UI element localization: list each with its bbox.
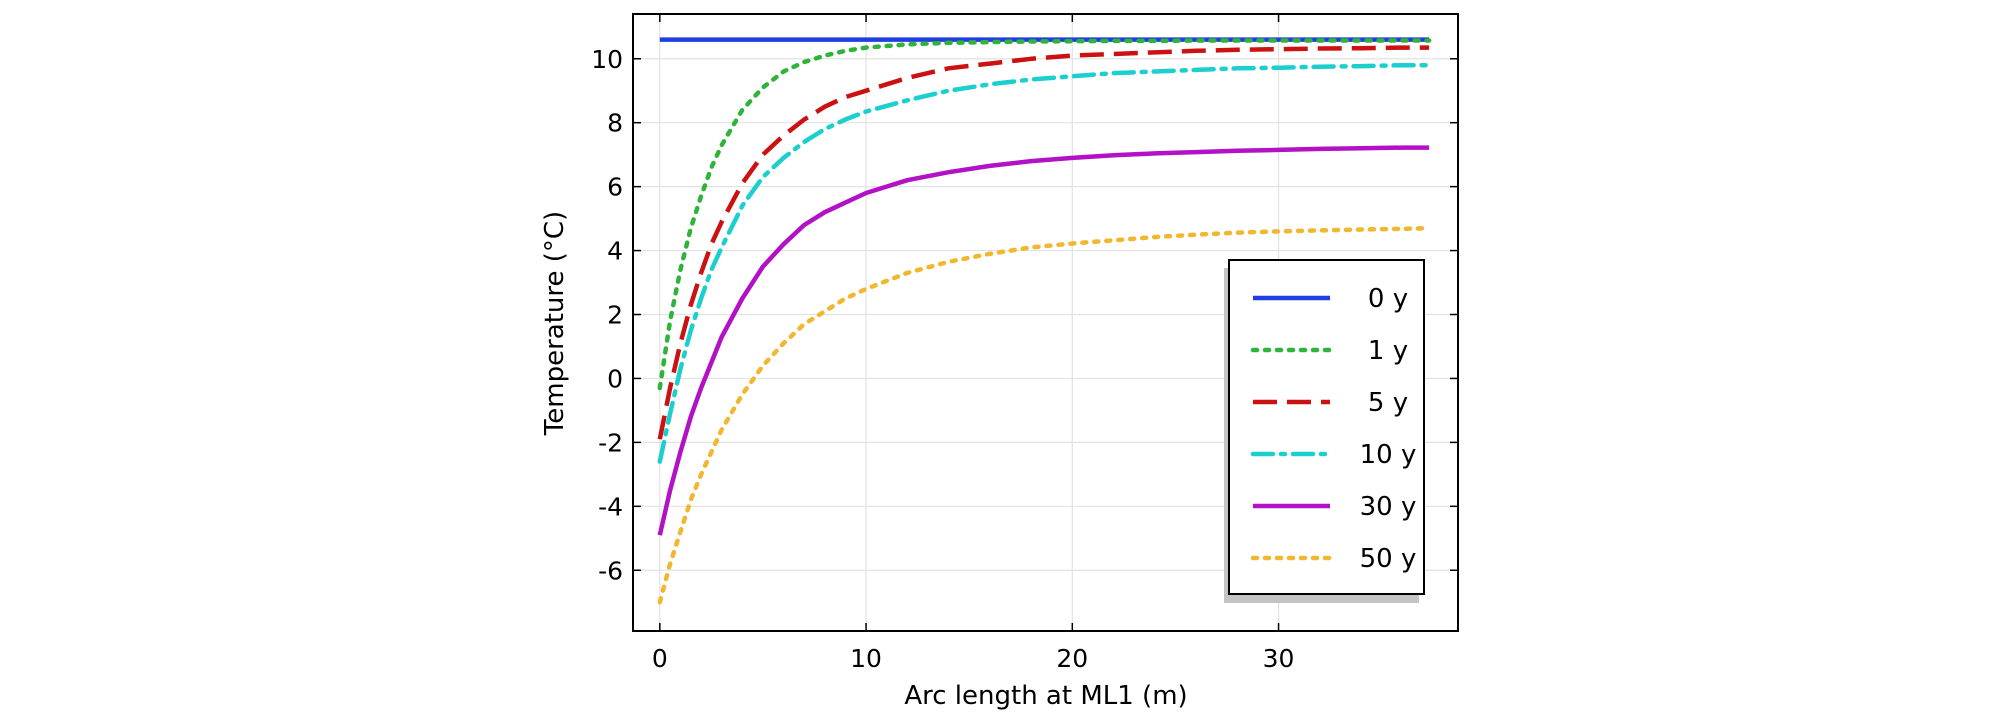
x-tick-label: 20	[1056, 644, 1088, 673]
x-axis-label: Arc length at ML1 (m)	[904, 681, 1187, 711]
plot-frame	[632, 13, 1459, 632]
y-tick-label: 8	[607, 109, 623, 138]
x-tick-label: 30	[1263, 644, 1295, 673]
legend-label-50-y: 50 y	[1360, 544, 1417, 574]
series-line-1-y	[657, 38, 1432, 391]
legend-items: 0 y 1 y 5 y 10 y 30 y 50 y	[1250, 284, 1417, 574]
legend-label-1-y: 1 y	[1368, 336, 1408, 366]
series-line-10-y	[657, 62, 1432, 464]
legend: 0 y 1 y 5 y 10 y 30 y 50 y	[1224, 259, 1425, 603]
x-tick-label: 10	[850, 644, 882, 673]
y-tick-label: -6	[598, 556, 623, 585]
y-tick-label: 4	[607, 237, 623, 266]
legend-label-30-y: 30 y	[1360, 492, 1417, 522]
grid	[633, 14, 1458, 631]
y-tick-label: 2	[607, 301, 623, 330]
y-tick-label: -2	[598, 428, 623, 457]
y-tick-label: 10	[591, 45, 623, 74]
series-line-5-y	[657, 45, 1430, 440]
y-axis-label: Temperature (°C)	[540, 211, 570, 436]
series-group	[657, 37, 1432, 605]
legend-box	[1228, 259, 1425, 595]
x-tick-label: 0	[652, 644, 668, 673]
legend-label-10-y: 10 y	[1360, 440, 1417, 470]
series-line-50-y	[657, 225, 1432, 605]
y-tick-label: 6	[607, 173, 623, 202]
legend-label-5-y: 5 y	[1368, 388, 1408, 418]
y-tick-label: 0	[607, 364, 623, 393]
y-tick-label: -4	[598, 492, 623, 521]
series-line-30-y	[657, 145, 1430, 536]
legend-label-0-y: 0 y	[1368, 284, 1408, 314]
ticks: 0 10 20 30 -6 -4 -2 0 2 4 6 8 10	[591, 14, 1458, 673]
